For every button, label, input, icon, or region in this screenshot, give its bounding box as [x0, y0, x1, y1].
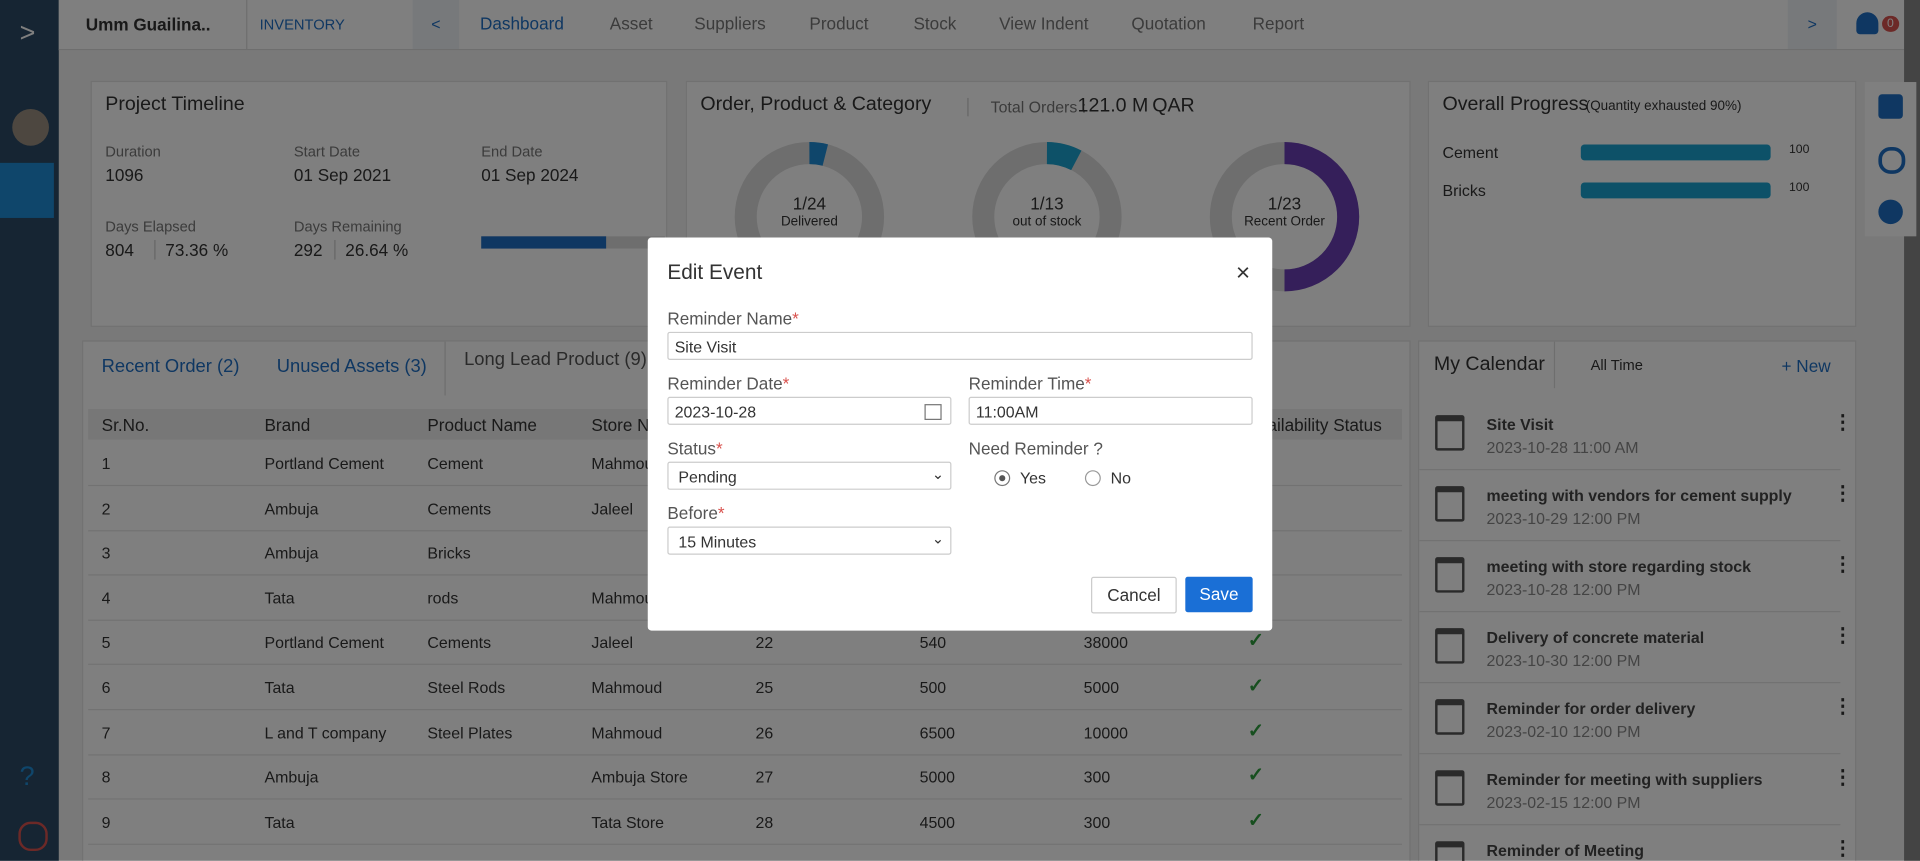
radio-yes[interactable] — [994, 470, 1011, 487]
label: Need Reminder ? — [968, 438, 1103, 458]
chevron: ⌄ — [931, 530, 945, 548]
label: Reminder Time* — [968, 373, 1092, 394]
cancel-button[interactable]: Cancel — [1091, 576, 1177, 614]
before-select[interactable]: 15 Minutes — [667, 526, 952, 555]
chevron: ⌄ — [931, 465, 945, 483]
label: Reminder Name* — [667, 308, 799, 329]
name-input[interactable]: Site Visit — [667, 331, 1253, 361]
status-select[interactable]: Pending — [667, 461, 952, 490]
close[interactable]: × — [1235, 259, 1251, 287]
label: Reminder Date* — [667, 373, 790, 394]
radio-no[interactable] — [1084, 470, 1101, 487]
calendar-icon[interactable] — [924, 404, 942, 421]
label: Status* — [667, 438, 723, 458]
date-input[interactable]: 2023-10-28 — [667, 396, 952, 425]
modal: Edit Event × Reminder Name* Site Visit R… — [647, 237, 1273, 631]
radio-label: No — [1110, 468, 1131, 488]
modal-title: Edit Event — [667, 260, 763, 285]
label: Before* — [667, 503, 725, 523]
radio-label: Yes — [1020, 468, 1046, 488]
save-button[interactable]: Save — [1185, 576, 1253, 613]
time-input[interactable]: 11:00AM — [968, 396, 1253, 425]
